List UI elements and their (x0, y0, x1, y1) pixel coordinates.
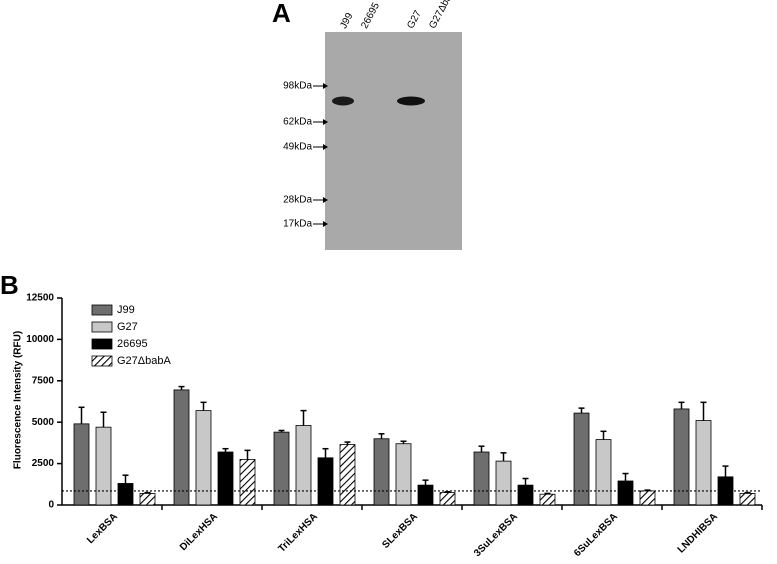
legend-label: 26695 (117, 338, 148, 350)
bar (417, 484, 434, 506)
bar (473, 451, 490, 506)
bar (495, 460, 512, 506)
bar (295, 425, 312, 506)
legend-label: G27ΔbabA (117, 355, 171, 367)
x-tick-label: TriLexHSA (276, 511, 320, 555)
bar (695, 420, 712, 506)
y-tick-label: 7500 (32, 375, 55, 386)
bar (195, 410, 212, 506)
marker-arrowhead (323, 83, 328, 89)
bar (173, 389, 190, 506)
y-tick-label: 5000 (32, 417, 55, 428)
x-tick-label: LNDHIBSA (676, 511, 720, 555)
marker-arrowhead (323, 144, 328, 150)
lane-label: 26695 (359, 1, 382, 31)
legend-label: G27 (117, 321, 138, 333)
x-tick-label: 6SuLexBSA (572, 511, 620, 559)
lane-label: G27 (405, 8, 424, 30)
marker-label: 62kDa (283, 117, 312, 128)
marker-label: 98kDa (283, 81, 312, 92)
y-tick-label: 0 (48, 500, 54, 511)
x-tick-label: DiLexHSA (178, 511, 220, 553)
lane-label: J99 (338, 11, 355, 31)
bar (273, 431, 290, 506)
marker-arrowhead (323, 221, 328, 227)
legend-label: J99 (117, 304, 135, 316)
marker-label: 49kDa (283, 142, 312, 153)
bar (317, 457, 334, 506)
y-tick-label: 2500 (32, 458, 55, 469)
bar (539, 493, 556, 506)
x-tick-label: SLexBSA (380, 511, 420, 551)
bar (95, 426, 112, 506)
lane-label: G27ΔbabA (427, 0, 460, 31)
panel-label: B (0, 270, 19, 300)
bar (617, 480, 634, 506)
bar (239, 459, 256, 506)
legend-swatch (91, 355, 113, 367)
y-tick-label: 10000 (26, 334, 54, 345)
legend-swatch (91, 321, 113, 333)
blot-band (332, 96, 354, 106)
y-axis-label: Fluorescence Intensity (RFU) (13, 331, 24, 469)
bar (139, 493, 156, 506)
panel-label: A (272, 0, 291, 28)
marker-label: 17kDa (283, 219, 312, 230)
blot (325, 32, 462, 250)
y-tick-label: 12500 (26, 293, 54, 304)
bar (673, 408, 690, 506)
x-tick-label: LexBSA (85, 511, 120, 546)
bar (439, 492, 456, 506)
legend-swatch (91, 304, 113, 316)
bar (639, 490, 656, 506)
marker-arrowhead (323, 197, 328, 203)
bar (573, 412, 590, 506)
bar (117, 483, 134, 506)
blot-band (397, 96, 425, 106)
x-tick-label: 3SuLexBSA (472, 511, 520, 559)
bar (339, 444, 356, 506)
bar (517, 484, 534, 506)
bar (373, 438, 390, 506)
marker-arrowhead (323, 119, 328, 125)
bar (739, 493, 756, 506)
legend-swatch (91, 338, 113, 350)
bar (73, 423, 90, 506)
marker-label: 28kDa (283, 195, 312, 206)
bar (395, 443, 412, 506)
bar (217, 451, 234, 506)
bar (595, 439, 612, 506)
